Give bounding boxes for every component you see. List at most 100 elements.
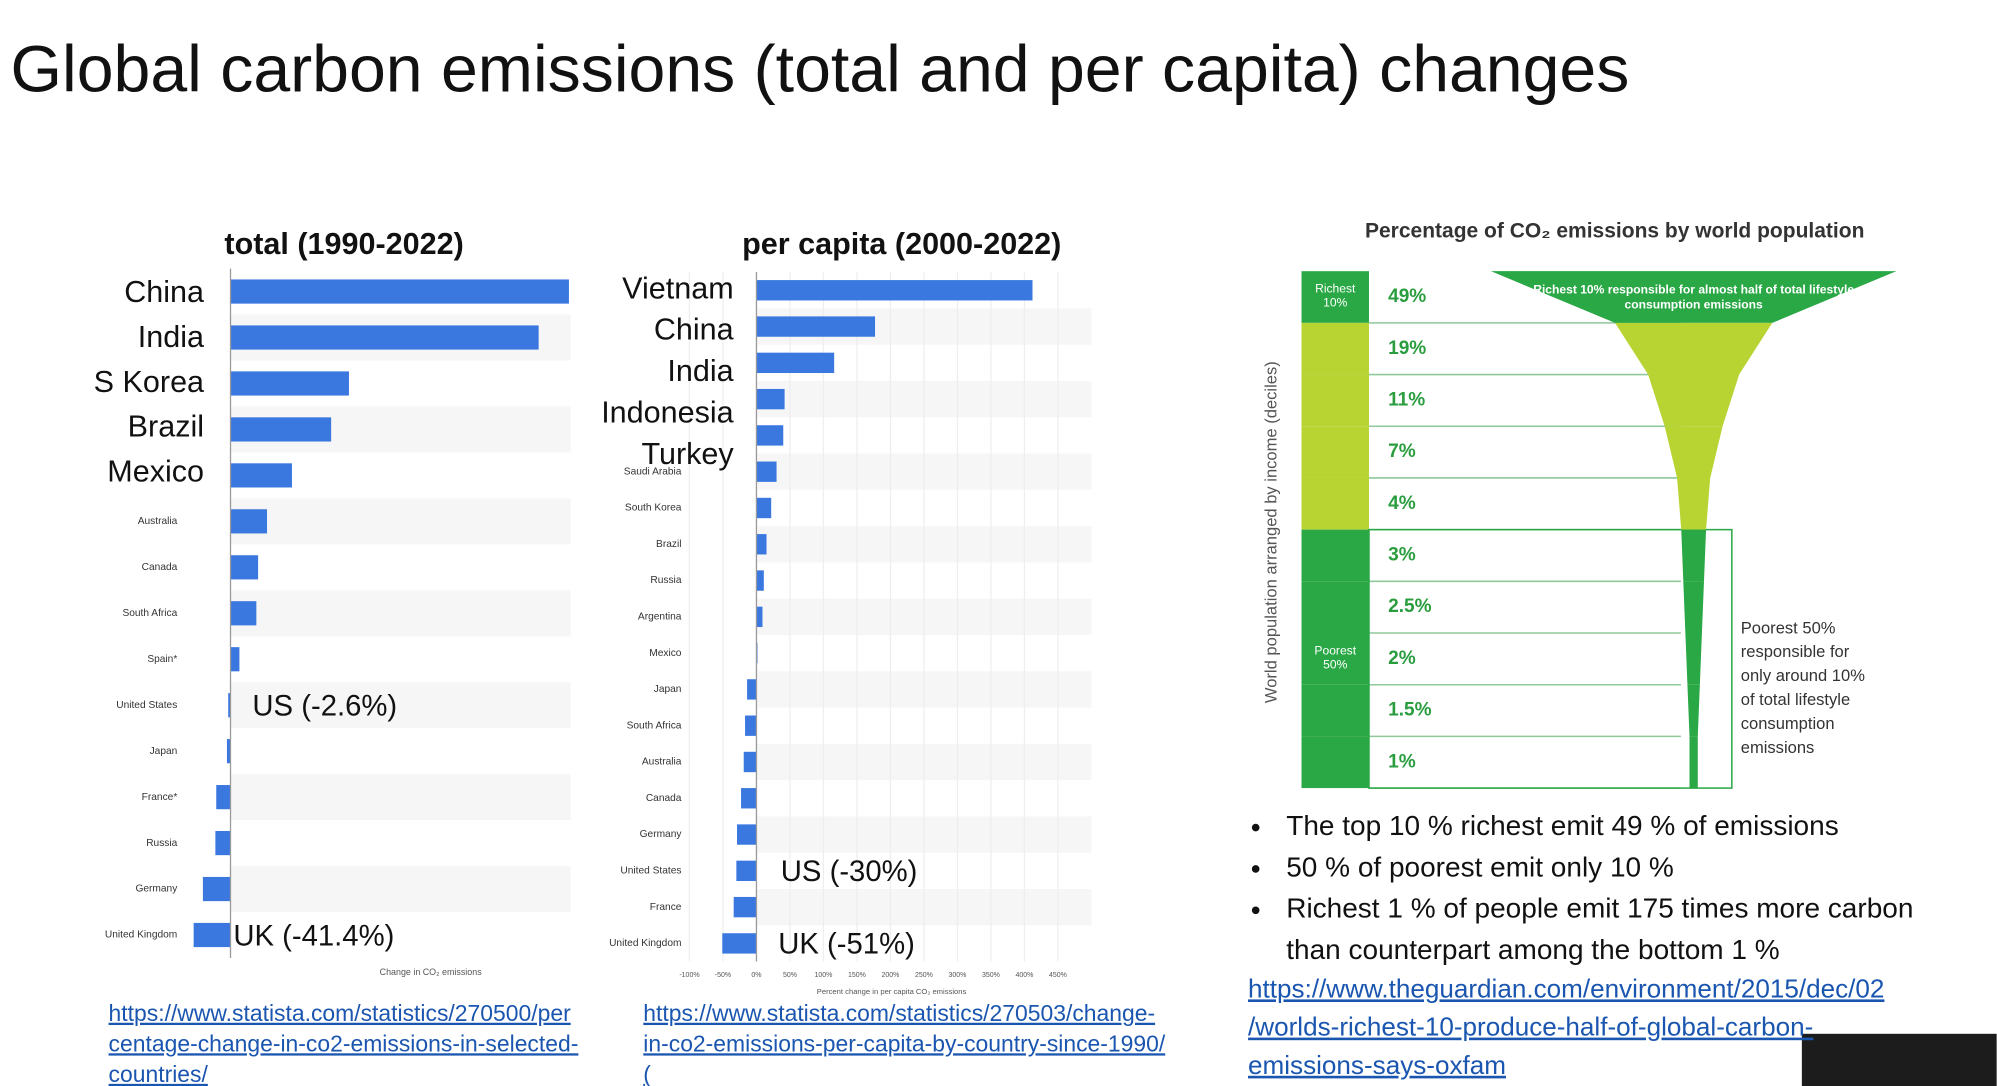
funnel-segment (1687, 684, 1700, 737)
bullet-dot (1251, 823, 1260, 832)
source-link[interactable]: ( (643, 1061, 651, 1086)
annotation: Poorest 50% (1741, 618, 1836, 637)
category-label: France* (142, 792, 178, 803)
source-link[interactable]: https://www.statista.com/statistics/2705… (643, 1000, 1155, 1026)
decile-band (1301, 736, 1369, 789)
bar (756, 425, 784, 446)
annotation: emissions (1741, 738, 1815, 757)
decile-band (1301, 529, 1369, 582)
bar (756, 280, 1033, 301)
bar (230, 279, 569, 304)
funnel-segment (1664, 426, 1723, 478)
decile-band (1301, 271, 1369, 323)
decile-band (1301, 684, 1369, 737)
category-label: China (124, 275, 204, 309)
chart-title: per capita (2000-2022) (742, 227, 1061, 261)
category-label: South Africa (122, 608, 177, 619)
category-label: India (667, 354, 733, 388)
category-label: Canada (142, 562, 178, 573)
x-tick-label: 100% (814, 972, 832, 979)
source-link[interactable]: centage-change-in-co2-emissions-in-selec… (109, 1030, 579, 1056)
category-label: Saudi Arabia (624, 466, 682, 477)
bar (745, 715, 757, 736)
bar (756, 570, 764, 591)
source-link[interactable]: countries/ (109, 1061, 209, 1086)
category-label: France (650, 902, 682, 913)
category-label: S Korea (94, 365, 204, 399)
bar (230, 371, 349, 396)
bar (193, 922, 231, 948)
bullet-text: 50 % of poorest emit only 10 % (1286, 851, 1674, 882)
category-label: India (138, 320, 204, 354)
category-label: China (654, 313, 734, 347)
bar (230, 555, 259, 580)
y-axis-title: World population arranged by income (dec… (1262, 361, 1281, 703)
source-link[interactable]: in-co2-emissions-per-capita-by-country-s… (643, 1030, 1166, 1056)
funnel-segment (1685, 633, 1702, 685)
bar (230, 601, 257, 626)
decile-band (1301, 322, 1369, 375)
bar (722, 933, 757, 954)
bullet-text: Richest 1 % of people emit 175 times mor… (1286, 893, 1913, 924)
bar (747, 679, 757, 700)
category-label: Russia (650, 575, 681, 586)
category-label: South Africa (627, 720, 682, 731)
category-label: Mexico (107, 454, 204, 488)
bullet-dot (1251, 906, 1260, 915)
bar (743, 751, 757, 773)
annotation: responsible for (1741, 642, 1850, 661)
bar (228, 693, 231, 718)
category-label: Russia (146, 838, 177, 849)
bar (756, 352, 835, 374)
value-label: 1% (1388, 751, 1416, 772)
funnel-segment (1648, 374, 1740, 427)
funnel-segment (1681, 529, 1707, 582)
funnel-segment (1615, 322, 1773, 375)
row-stripe (230, 866, 571, 913)
annotation: US (-2.6%) (252, 689, 397, 722)
row-stripe (230, 590, 571, 637)
bar (737, 824, 757, 845)
group-label: 50% (1323, 657, 1347, 671)
bar (736, 860, 757, 882)
bullet-text: The top 10 % richest emit 49 % of emissi… (1286, 810, 1838, 841)
source-link[interactable]: /worlds-richest-10-produce-half-of-globa… (1248, 1012, 1813, 1042)
source-link[interactable]: emissions-says-oxfam (1248, 1050, 1506, 1080)
x-tick-label: -100% (679, 972, 699, 979)
group-label: Poorest (1314, 643, 1356, 657)
funnel-segment (1490, 271, 1897, 323)
annotation: UK (-41.4%) (233, 919, 394, 952)
category-label: Argentina (638, 612, 682, 623)
category-label: United States (620, 866, 681, 877)
decile-band (1301, 477, 1369, 530)
annotation: UK (-51%) (778, 928, 915, 961)
bar (230, 417, 332, 442)
bar (756, 534, 767, 555)
value-label: 49% (1388, 286, 1426, 307)
category-label: Australia (642, 757, 682, 768)
bar (733, 896, 757, 918)
funnel-segment (1689, 736, 1698, 789)
x-tick-label: 200% (881, 972, 899, 979)
group-label: 10% (1323, 296, 1347, 310)
source-link[interactable]: https://www.statista.com/statistics/2705… (109, 1000, 572, 1026)
value-label: 2% (1388, 648, 1416, 669)
category-label: United Kingdom (609, 938, 681, 949)
bullet-text: than counterpart among the bottom 1 % (1286, 934, 1779, 965)
decile-band (1301, 633, 1369, 685)
bar (756, 461, 777, 482)
bar (230, 325, 539, 350)
x-tick-label: -50% (715, 972, 731, 979)
bullet-dot (1251, 865, 1260, 873)
x-tick-label: 450% (1049, 972, 1067, 979)
source-link[interactable]: https://www.theguardian.com/environment/… (1248, 973, 1884, 1003)
bar (230, 463, 292, 488)
value-label: 7% (1388, 441, 1416, 462)
category-label: Canada (646, 793, 682, 804)
value-label: 1.5% (1388, 700, 1432, 721)
bar (226, 739, 231, 764)
annotation: US (-30%) (781, 855, 918, 888)
x-tick-label: 300% (948, 972, 966, 979)
